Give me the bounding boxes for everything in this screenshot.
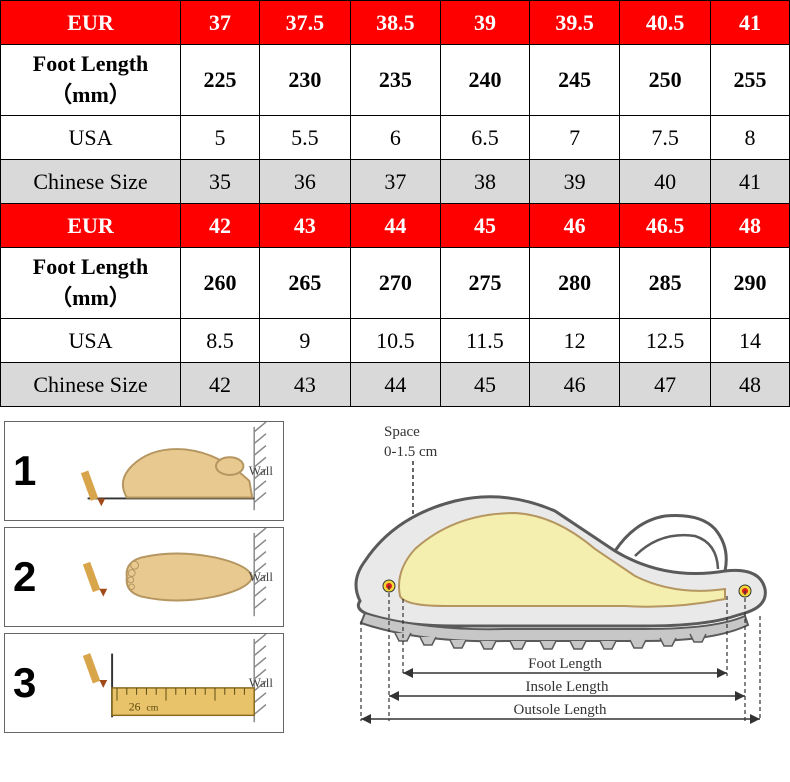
size-cell: 46 bbox=[529, 204, 620, 248]
wall-label: Wall bbox=[249, 463, 273, 479]
size-cell: 270 bbox=[350, 248, 441, 319]
wall-label: Wall bbox=[249, 569, 273, 585]
size-cell: 5 bbox=[181, 116, 260, 160]
size-cell: 10.5 bbox=[350, 319, 441, 363]
size-cell: 47 bbox=[620, 363, 711, 407]
size-row-usa: USA8.5910.511.51212.514 bbox=[1, 319, 790, 363]
size-cell: 46 bbox=[529, 363, 620, 407]
wall-label: Wall bbox=[249, 675, 273, 691]
size-cell: 44 bbox=[350, 363, 441, 407]
size-cell: 9 bbox=[260, 319, 351, 363]
size-cell: 42 bbox=[181, 204, 260, 248]
row-label: Foot Length（mm） bbox=[1, 248, 181, 319]
size-row-usa: USA55.566.577.58 bbox=[1, 116, 790, 160]
row-label: EUR bbox=[1, 1, 181, 45]
size-cell: 46.5 bbox=[620, 204, 711, 248]
shoe-diagram-panel: Space 0-1.5 cm bbox=[284, 421, 786, 736]
foot-length-measure: Foot Length bbox=[403, 656, 727, 678]
size-cell: 290 bbox=[710, 248, 789, 319]
size-cell: 12 bbox=[529, 319, 620, 363]
size-cell: 235 bbox=[350, 45, 441, 116]
size-cell: 39.5 bbox=[529, 1, 620, 45]
size-row-foot: Foot Length（mm）225230235240245250255 bbox=[1, 45, 790, 116]
size-cell: 7.5 bbox=[620, 116, 711, 160]
size-cell: 12.5 bbox=[620, 319, 711, 363]
size-cell: 240 bbox=[441, 45, 530, 116]
size-chart-table: EUR3737.538.53939.540.541Foot Length（mm）… bbox=[0, 0, 790, 407]
row-label: Chinese Size bbox=[1, 363, 181, 407]
step-3: 3 26 cm Wall bbox=[4, 633, 284, 733]
size-cell: 42 bbox=[181, 363, 260, 407]
size-cell: 40 bbox=[620, 160, 711, 204]
svg-text:26: 26 bbox=[129, 700, 141, 713]
size-cell: 41 bbox=[710, 160, 789, 204]
size-cell: 6 bbox=[350, 116, 441, 160]
size-cell: 43 bbox=[260, 204, 351, 248]
size-cell: 265 bbox=[260, 248, 351, 319]
space-tolerance-label: Space 0-1.5 cm bbox=[384, 423, 437, 462]
size-cell: 36 bbox=[260, 160, 351, 204]
size-cell: 39 bbox=[529, 160, 620, 204]
shoe-cross-section-svg: Foot Length Insole Length Outsole Length bbox=[304, 421, 786, 731]
size-cell: 43 bbox=[260, 363, 351, 407]
size-cell: 44 bbox=[350, 204, 441, 248]
size-cell: 38 bbox=[441, 160, 530, 204]
row-label: USA bbox=[1, 319, 181, 363]
size-cell: 41 bbox=[710, 1, 789, 45]
space-label-line1: Space bbox=[384, 424, 420, 440]
size-cell: 275 bbox=[441, 248, 530, 319]
size-cell: 48 bbox=[710, 204, 789, 248]
size-cell: 7 bbox=[529, 116, 620, 160]
size-cell: 280 bbox=[529, 248, 620, 319]
step-number: 1 bbox=[13, 447, 49, 495]
size-cell: 45 bbox=[441, 363, 530, 407]
size-cell: 5.5 bbox=[260, 116, 351, 160]
step-1: 1 Wall bbox=[4, 421, 284, 521]
size-cell: 39 bbox=[441, 1, 530, 45]
step-number: 3 bbox=[13, 659, 49, 707]
svg-text:cm: cm bbox=[146, 702, 158, 713]
space-label-line2: 0-1.5 cm bbox=[384, 444, 437, 460]
size-cell: 6.5 bbox=[441, 116, 530, 160]
measurement-diagram: 1 Wall2 Wall3 bbox=[0, 417, 790, 740]
size-cell: 40.5 bbox=[620, 1, 711, 45]
size-cell: 255 bbox=[710, 45, 789, 116]
step-2: 2 Wall bbox=[4, 527, 284, 627]
size-row-cn: Chinese Size42434445464748 bbox=[1, 363, 790, 407]
size-cell: 38.5 bbox=[350, 1, 441, 45]
size-cell: 225 bbox=[181, 45, 260, 116]
size-row-cn: Chinese Size35363738394041 bbox=[1, 160, 790, 204]
row-label: Chinese Size bbox=[1, 160, 181, 204]
size-cell: 45 bbox=[441, 204, 530, 248]
insole-length-label: Insole Length bbox=[526, 679, 609, 695]
size-cell: 285 bbox=[620, 248, 711, 319]
row-label: Foot Length（mm） bbox=[1, 45, 181, 116]
size-cell: 37 bbox=[350, 160, 441, 204]
size-row-foot: Foot Length（mm）260265270275280285290 bbox=[1, 248, 790, 319]
size-cell: 230 bbox=[260, 45, 351, 116]
size-cell: 35 bbox=[181, 160, 260, 204]
size-cell: 37 bbox=[181, 1, 260, 45]
size-row-header: EUR3737.538.53939.540.541 bbox=[1, 1, 790, 45]
size-row-header: EUR424344454646.548 bbox=[1, 204, 790, 248]
row-label: USA bbox=[1, 116, 181, 160]
size-cell: 8 bbox=[710, 116, 789, 160]
size-cell: 14 bbox=[710, 319, 789, 363]
step-number: 2 bbox=[13, 553, 49, 601]
insole-length-measure: Insole Length bbox=[389, 679, 745, 701]
outsole-length-label: Outsole Length bbox=[514, 702, 607, 718]
size-cell: 250 bbox=[620, 45, 711, 116]
row-label: EUR bbox=[1, 204, 181, 248]
size-cell: 8.5 bbox=[181, 319, 260, 363]
size-cell: 260 bbox=[181, 248, 260, 319]
outsole-length-measure: Outsole Length bbox=[361, 702, 760, 724]
size-cell: 245 bbox=[529, 45, 620, 116]
foot-length-label: Foot Length bbox=[528, 656, 602, 672]
size-cell: 48 bbox=[710, 363, 789, 407]
step-illustrations: 1 Wall2 Wall3 bbox=[4, 421, 284, 736]
size-cell: 11.5 bbox=[441, 319, 530, 363]
size-cell: 37.5 bbox=[260, 1, 351, 45]
